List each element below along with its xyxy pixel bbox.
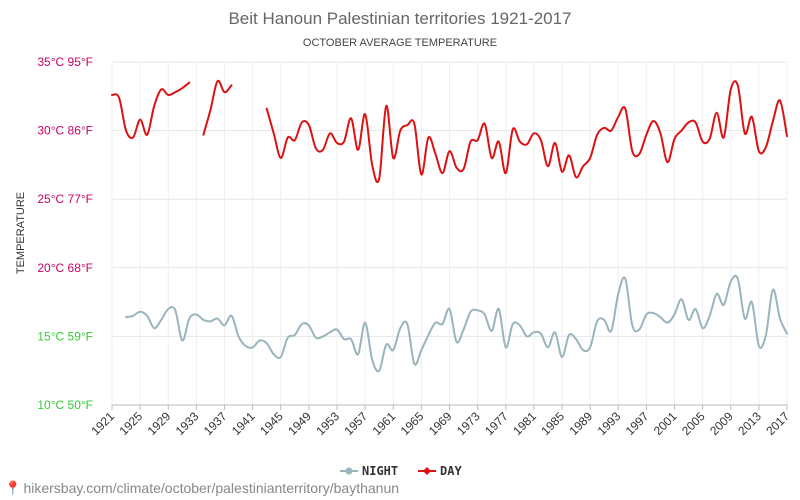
x-tick-label: 1969	[426, 409, 455, 438]
x-tick-label: 1925	[116, 409, 145, 438]
x-tick-label: 1981	[510, 409, 539, 438]
legend-label: DAY	[440, 464, 462, 478]
y-tick-label: 25°C 77°F	[37, 192, 93, 206]
x-tick-label: 2005	[679, 409, 708, 438]
chart-title: Beit Hanoun Palestinian territories 1921…	[228, 9, 571, 28]
x-tick-label: 1977	[482, 409, 511, 438]
series-line-night	[125, 274, 788, 373]
y-tick-label: 35°C 95°F	[37, 55, 93, 69]
y-tick-label: 15°C 59°F	[37, 329, 93, 343]
x-tick-label: 1945	[257, 409, 286, 438]
chart-subtitle: OCTOBER AVERAGE TEMPERATURE	[303, 37, 497, 49]
x-tick-label: 1997	[623, 409, 652, 438]
x-tick-label: 1985	[538, 409, 567, 438]
x-tick-label: 1937	[201, 409, 230, 438]
series-line-day	[265, 80, 788, 184]
series-line-day	[202, 79, 233, 136]
x-tick-label: 1989	[566, 409, 595, 438]
legend-item-night[interactable]: NIGHT	[340, 464, 398, 478]
grid-lines	[111, 61, 788, 406]
legend-item-day[interactable]: DAY	[418, 464, 462, 478]
legend: NIGHT DAY	[340, 464, 462, 478]
x-tick-label: 1993	[595, 409, 624, 438]
series-line-day	[111, 81, 191, 140]
x-tick-label: 1921	[88, 409, 117, 438]
x-tick-label: 1961	[370, 409, 399, 438]
y-axis-label: TEMPERATURE	[15, 192, 27, 274]
x-tick-label: 1973	[454, 409, 483, 438]
x-tick-label: 1949	[285, 409, 314, 438]
x-tick-label: 1957	[341, 409, 370, 438]
y-tick-label: 10°C 50°F	[37, 398, 93, 412]
x-tick-label: 2013	[735, 409, 764, 438]
legend-diamond-icon	[423, 467, 431, 475]
x-tick-label: 2009	[707, 409, 736, 438]
x-tick-label: 2017	[763, 409, 792, 438]
y-tick-label: 20°C 68°F	[37, 261, 93, 275]
x-tick-label: 2001	[651, 409, 680, 438]
legend-circle-icon	[345, 467, 353, 475]
y-tick-label: 30°C 86°F	[37, 124, 93, 138]
x-tick-label: 1933	[173, 409, 202, 438]
x-tick-label: 1965	[398, 409, 427, 438]
y-axis-ticks: 10°C 50°F 15°C 59°F 20°C 68°F 25°C 77°F 30°C…	[37, 55, 93, 412]
x-tick-label: 1929	[145, 409, 174, 438]
x-axis-ticks: 1921 1925 1929 1933 1937 1941 1945 1949 1953 1957…	[88, 404, 792, 438]
x-tick-label: 1941	[229, 409, 258, 438]
series-lines	[111, 79, 788, 373]
source-url: hikersbay.com/climate/october/palestinia…	[23, 480, 400, 496]
location-pin-icon: 📍	[4, 480, 22, 496]
legend-label: NIGHT	[362, 464, 398, 478]
source-footer[interactable]: 📍 hikersbay.com/climate/october/palestini…	[4, 480, 399, 497]
x-tick-label: 1953	[313, 409, 342, 438]
